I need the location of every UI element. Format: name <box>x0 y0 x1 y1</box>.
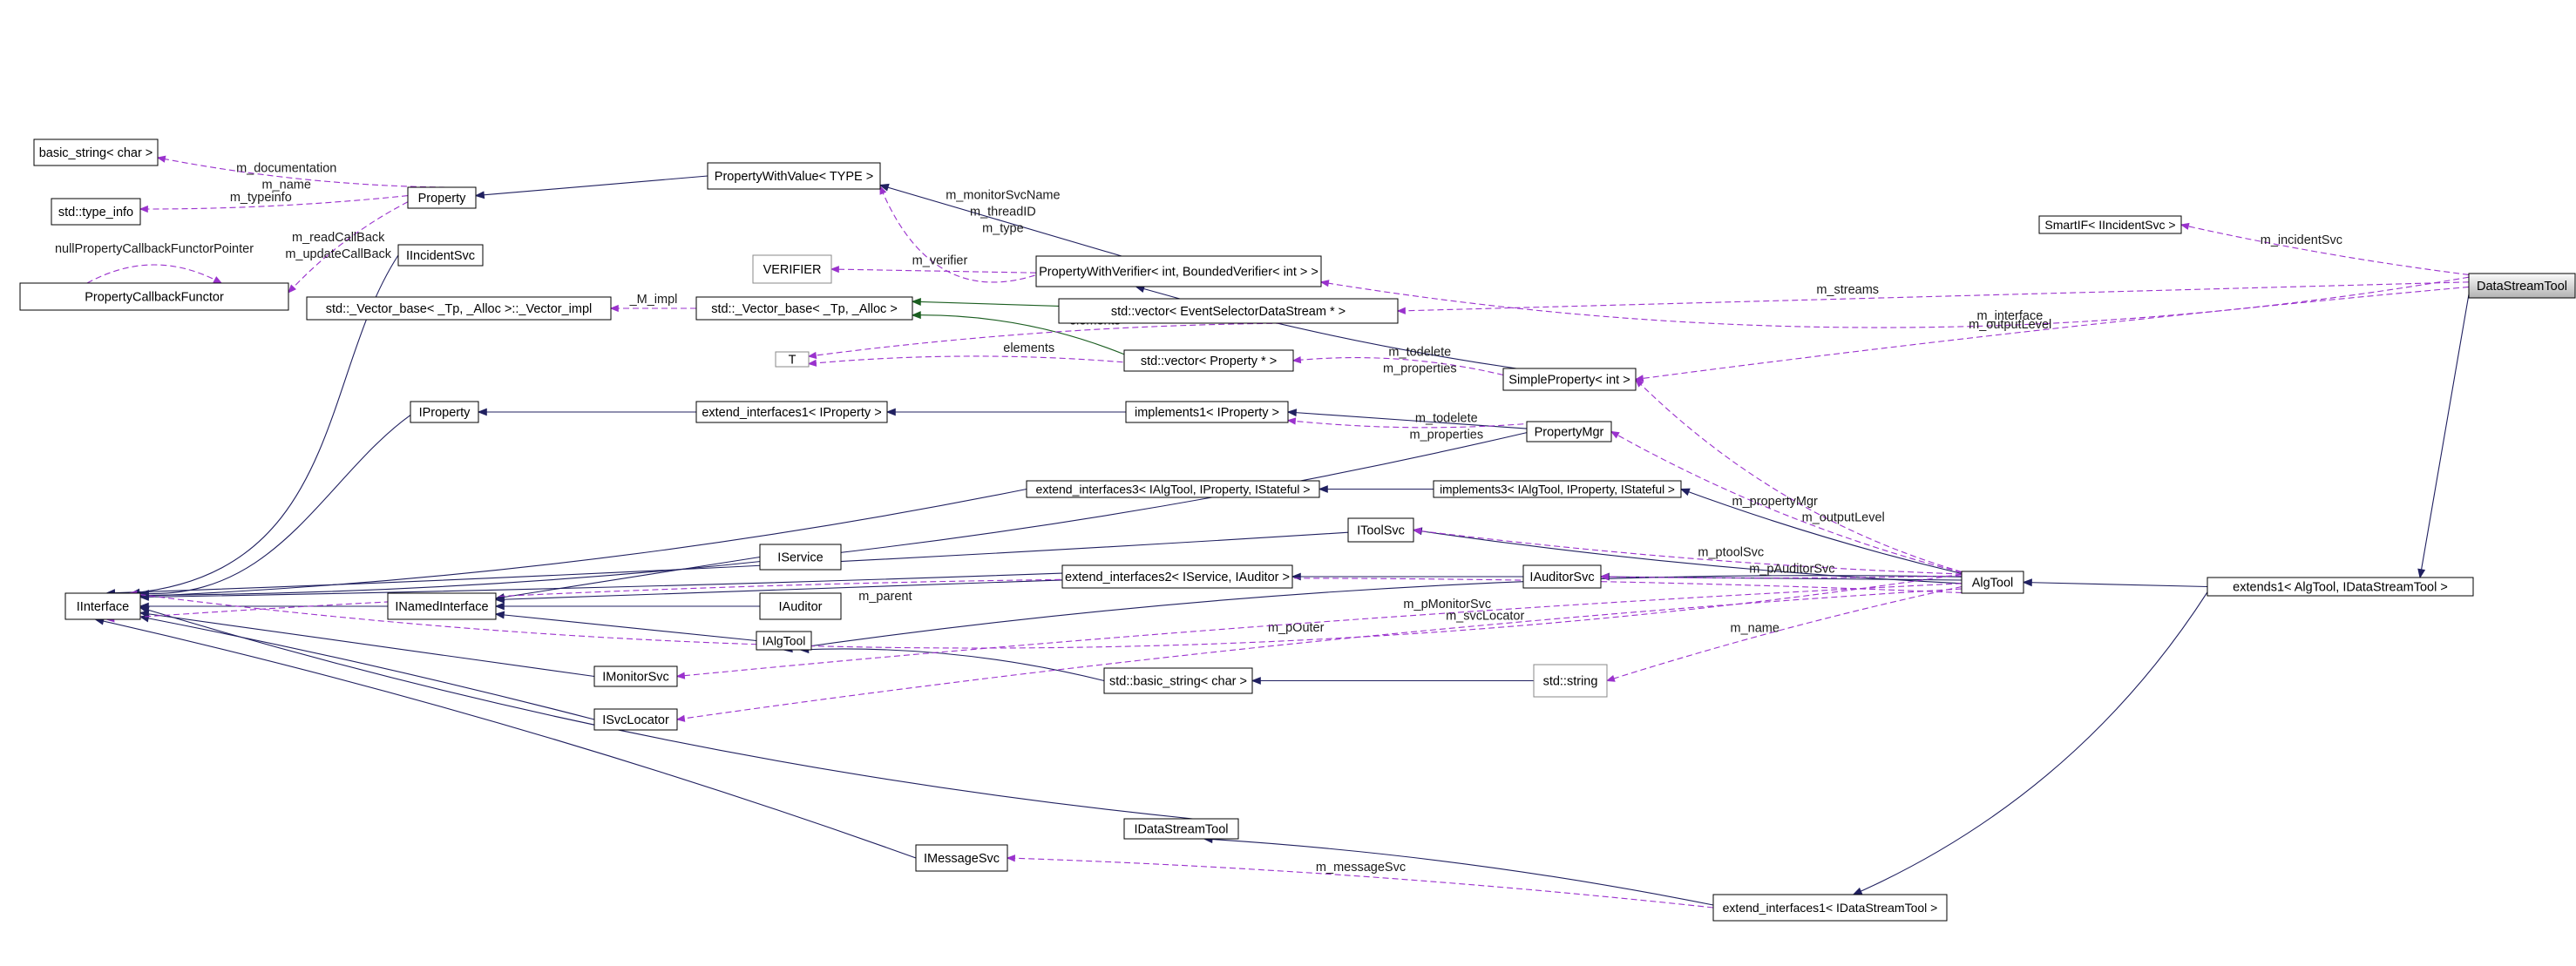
svg-text:m_parent: m_parent <box>858 590 912 604</box>
svg-text:m_outputLevel: m_outputLevel <box>1969 318 2051 332</box>
svg-text:m_incidentSvc: m_incidentSvc <box>2261 233 2342 247</box>
svg-text:PropertyMgr: PropertyMgr <box>1535 426 1604 440</box>
svg-text:m_updateCallBack: m_updateCallBack <box>285 247 391 261</box>
svg-text:m_threadID: m_threadID <box>970 206 1036 220</box>
svg-text:m_todelete: m_todelete <box>1415 412 1478 426</box>
svg-text:PropertyCallbackFunctor: PropertyCallbackFunctor <box>85 291 224 305</box>
svg-text:IAlgTool: IAlgTool <box>763 633 806 647</box>
svg-text:m_ptoolSvc: m_ptoolSvc <box>1698 546 1764 560</box>
svg-text:std::_Vector_base< _Tp, _Alloc: std::_Vector_base< _Tp, _Alloc >::_Vecto… <box>326 302 592 316</box>
svg-text:INamedInterface: INamedInterface <box>395 600 488 614</box>
svg-text:_M_impl: _M_impl <box>629 293 678 307</box>
svg-text:extend_interfaces1< IDataStrea: extend_interfaces1< IDataStreamTool > <box>1723 901 1938 915</box>
svg-text:IProperty: IProperty <box>419 406 471 420</box>
svg-text:m_propertyMgr: m_propertyMgr <box>1732 495 1818 509</box>
svg-text:std::vector< EventSelectorData: std::vector< EventSelectorDataStream * > <box>1111 305 1346 319</box>
svg-text:std::_Vector_base< _Tp, _Alloc: std::_Vector_base< _Tp, _Alloc > <box>711 302 898 316</box>
svg-text:m_type: m_type <box>982 222 1024 236</box>
svg-text:implements3< IAlgTool, IProper: implements3< IAlgTool, IProperty, IState… <box>1440 483 1675 496</box>
svg-text:m_streams: m_streams <box>1816 283 1879 297</box>
svg-text:m_todelete: m_todelete <box>1388 345 1451 359</box>
svg-text:IService: IService <box>777 551 823 565</box>
svg-text:m_typeinfo: m_typeinfo <box>230 191 292 205</box>
svg-text:m_name: m_name <box>1730 621 1779 635</box>
svg-text:IDataStreamTool: IDataStreamTool <box>1135 823 1229 837</box>
svg-text:extends1< AlgTool, IDataStream: extends1< AlgTool, IDataStreamTool > <box>2233 581 2448 595</box>
svg-text:m_outputLevel: m_outputLevel <box>1802 511 1885 525</box>
svg-text:Property: Property <box>418 192 467 206</box>
svg-text:m_monitorSvcName: m_monitorSvcName <box>946 189 1060 203</box>
svg-text:AlgTool: AlgTool <box>1972 577 2014 591</box>
svg-text:std::string: std::string <box>1543 675 1598 689</box>
svg-text:basic_string< char >: basic_string< char > <box>39 146 153 160</box>
svg-text:IIncidentSvc: IIncidentSvc <box>406 249 475 263</box>
svg-text:IAuditor: IAuditor <box>779 600 823 614</box>
svg-text:m_readCallBack: m_readCallBack <box>292 231 385 245</box>
svg-text:m_verifier: m_verifier <box>912 253 968 267</box>
svg-text:VERIFIER: VERIFIER <box>763 263 822 277</box>
svg-text:SimpleProperty< int >: SimpleProperty< int > <box>1508 374 1630 388</box>
svg-text:ISvcLocator: ISvcLocator <box>602 713 669 727</box>
svg-text:extend_interfaces2< IService,: extend_interfaces2< IService, IAuditor > <box>1065 571 1290 584</box>
svg-text:m_pAuditorSvc: m_pAuditorSvc <box>1749 563 1834 577</box>
svg-text:IInterface: IInterface <box>77 600 129 614</box>
svg-text:IToolSvc: IToolSvc <box>1357 524 1405 538</box>
svg-text:T: T <box>789 354 797 368</box>
svg-text:PropertyWithVerifier< int, Bou: PropertyWithVerifier< int, BoundedVerifi… <box>1039 266 1319 280</box>
svg-text:m_messageSvc: m_messageSvc <box>1316 861 1406 875</box>
svg-text:IMonitorSvc: IMonitorSvc <box>602 671 669 685</box>
svg-text:DataStreamTool: DataStreamTool <box>2477 280 2567 294</box>
svg-text:std::type_info: std::type_info <box>58 206 133 220</box>
svg-text:extend_interfaces1< IProperty: extend_interfaces1< IProperty > <box>702 406 881 420</box>
svg-text:PropertyWithValue< TYPE >: PropertyWithValue< TYPE > <box>715 170 873 184</box>
svg-text:std::basic_string< char >: std::basic_string< char > <box>1109 675 1247 689</box>
svg-text:implements1< IProperty >: implements1< IProperty > <box>1135 406 1279 420</box>
svg-text:IMessageSvc: IMessageSvc <box>924 852 1000 866</box>
svg-text:m_properties: m_properties <box>1383 361 1457 375</box>
svg-text:elements: elements <box>1003 341 1054 355</box>
svg-text:m_properties: m_properties <box>1409 429 1483 442</box>
svg-text:m_documentation: m_documentation <box>236 162 336 176</box>
svg-text:SmartIF< IIncidentSvc >: SmartIF< IIncidentSvc > <box>2044 218 2175 232</box>
svg-text:std::vector< Property * >: std::vector< Property * > <box>1141 355 1277 368</box>
svg-text:IAuditorSvc: IAuditorSvc <box>1529 571 1594 584</box>
svg-text:nullPropertyCallbackFunctorPoi: nullPropertyCallbackFunctorPointer <box>55 242 254 256</box>
svg-text:m_svcLocator: m_svcLocator <box>1446 610 1524 624</box>
svg-text:extend_interfaces3< IAlgTool,: extend_interfaces3< IAlgTool, IProperty,… <box>1036 482 1311 496</box>
